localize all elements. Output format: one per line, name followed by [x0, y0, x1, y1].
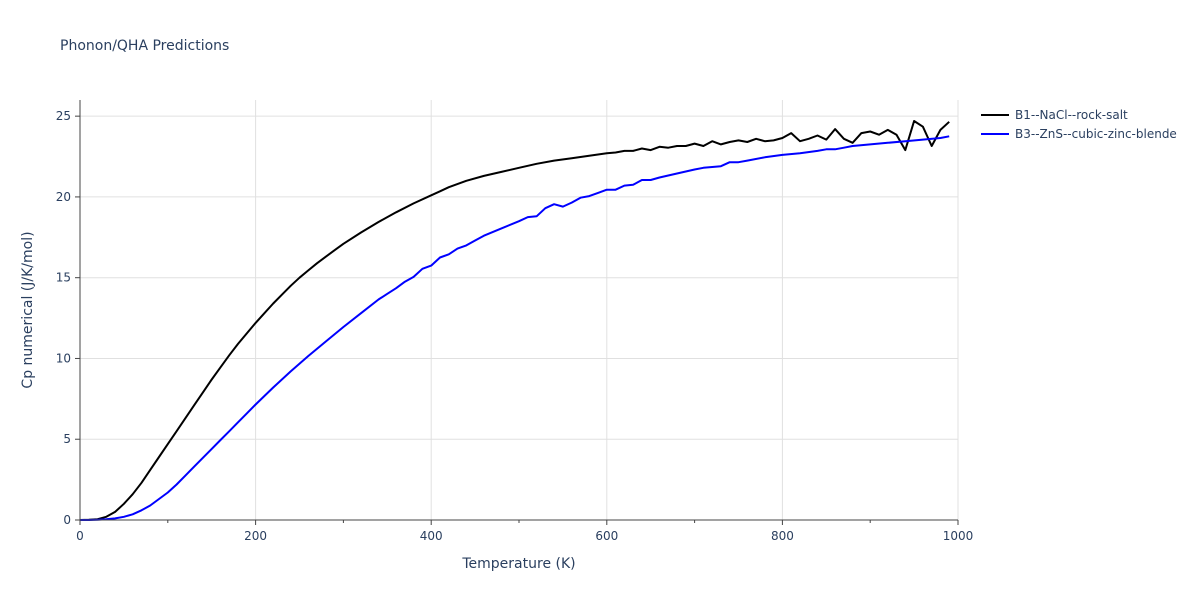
legend[interactable]: B1--NaCl--rock-salt B3--ZnS--cubic-zinc-b…	[981, 108, 1177, 141]
x-tick-label: 200	[244, 529, 267, 543]
series-line-1	[80, 135, 950, 521]
y-tick-label: 20	[56, 190, 71, 204]
legend-label: B3--ZnS--cubic-zinc-blende	[1015, 127, 1177, 141]
x-axis-label: Temperature (K)	[461, 556, 575, 572]
x-tick-label: 400	[420, 529, 443, 543]
grid	[80, 100, 959, 520]
y-tick-label: 5	[63, 432, 71, 446]
y-tick-label: 15	[56, 271, 71, 285]
x-tick-label: 600	[595, 529, 618, 543]
y-tick-label: 10	[56, 351, 71, 365]
x-axis-ticks: 0 200 400 600 800 1000	[76, 520, 973, 543]
y-axis-label: Cp numerical (J/K/mol)	[20, 231, 36, 388]
legend-item-1[interactable]: B3--ZnS--cubic-zinc-blende	[981, 127, 1177, 141]
chart-title: Phonon/QHA Predictions	[60, 38, 229, 54]
legend-label: B1--NaCl--rock-salt	[1015, 108, 1128, 122]
y-axis-ticks: 0 5 10 15 20 25	[56, 109, 80, 527]
series-line-0	[79, 120, 950, 521]
legend-item-0[interactable]: B1--NaCl--rock-salt	[981, 108, 1128, 122]
x-tick-label: 1000	[943, 529, 974, 543]
plot-area	[79, 120, 950, 521]
x-tick-label: 0	[76, 529, 84, 543]
y-tick-label: 25	[56, 109, 71, 123]
x-tick-label: 800	[771, 529, 794, 543]
y-tick-label: 0	[63, 513, 71, 527]
